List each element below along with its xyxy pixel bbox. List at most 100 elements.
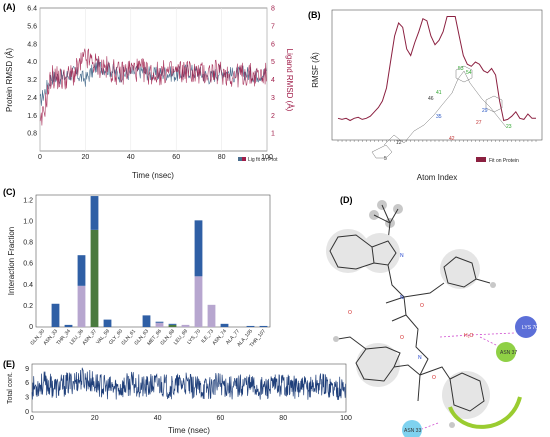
- panel-a-ytick-label: 3.2: [27, 77, 37, 84]
- panel-d-label: (D): [340, 195, 353, 205]
- panel-a-y2tick-label: 3: [271, 95, 275, 102]
- panel-e-line-contacts: [31, 367, 346, 401]
- svg-text:O: O: [432, 375, 436, 381]
- hbond-asn33: [421, 422, 439, 430]
- panel-e-ylabel: Total cont.: [7, 372, 14, 404]
- panel-a-line-ligand: [39, 48, 267, 126]
- panel-c-bar-met_66: [155, 321, 164, 323]
- panel-c-bar-asn_74: [220, 323, 229, 327]
- residue-lys70-label: LYS 70: [522, 325, 538, 331]
- panel-a-y2tick-label: 1: [271, 131, 275, 138]
- svg-text:53: 53: [458, 66, 464, 72]
- panel-e-series: [31, 367, 346, 401]
- panel-a-ytick-label: 5.6: [27, 23, 37, 30]
- panel-b-ticks: [337, 140, 537, 142]
- panel-b-ylabel: RMSF (Å): [311, 52, 320, 88]
- residue-asn33: [402, 420, 422, 437]
- svg-text:O: O: [400, 335, 404, 341]
- panel-a-xtick-label: 60: [172, 154, 180, 161]
- panel-a-ytick-label: 1.6: [27, 113, 37, 120]
- panel-e-ytick-label: 0: [25, 409, 29, 416]
- panel-a-ytick-label: 0.8: [27, 131, 37, 138]
- panel-b-chart: (B) 53 54 41 46 35 29 27 23 42 12 5 RMSF…: [308, 9, 543, 182]
- panel-e-xtick-label: 60: [217, 415, 225, 422]
- panel-a-chart: (A) 0 20 40 60 80 100 0.8 1.6 2.4 3.2 4.0 4.8 5.6 6.4…: [3, 2, 294, 180]
- svg-text:46: 46: [428, 96, 434, 102]
- panel-e-ticks: 0 20 40 60 80 100 0 3 6 9: [25, 366, 352, 422]
- panel-c-bars: [51, 196, 268, 327]
- svg-text:N: N: [400, 295, 404, 301]
- panel-c-bar-leu_36: [77, 285, 86, 327]
- panel-c-bar-ile_73: [207, 304, 216, 327]
- panel-e-xtick-label: 100: [340, 415, 352, 422]
- panel-a-legend-text: Lig fit on Prot: [248, 157, 278, 163]
- panel-e-xtick-label: 80: [279, 415, 287, 422]
- svg-text:N: N: [418, 355, 422, 361]
- residue-asn37: [496, 342, 516, 362]
- panel-a-ytick-label: 6.4: [27, 6, 37, 13]
- panel-b-xlabel: Atom Index: [417, 173, 457, 182]
- panel-a-legend-swatch-protein: [238, 157, 242, 161]
- panel-c-bar-thr_34: [64, 324, 73, 327]
- panel-c-bar-leu_69: [181, 324, 190, 327]
- panel-a-gridlines: [39, 8, 268, 151]
- svg-text:35: 35: [436, 114, 442, 120]
- panel-a-xtick-label: 100: [261, 154, 273, 161]
- panel-a-ylabel: Protein RMSD (Å): [5, 48, 14, 112]
- panel-c-ylabel: Interaction Fraction: [7, 227, 16, 295]
- panel-e-xtick-label: 40: [154, 415, 162, 422]
- svg-text:5: 5: [384, 156, 387, 162]
- hbond-lys70: [439, 332, 515, 338]
- svg-text:O: O: [420, 303, 424, 309]
- panel-e-xtick-label: 20: [91, 415, 99, 422]
- panel-a-xtick-label: 20: [82, 154, 90, 161]
- svg-text:41: 41: [436, 90, 442, 96]
- ligand-structure: [326, 200, 496, 428]
- svg-text:29: 29: [482, 108, 488, 114]
- panel-b-molecule-sketch: 53 54 41 46 35 29 27 23 42 12 5: [371, 65, 512, 162]
- panel-b-legend-swatch: [476, 157, 486, 162]
- panel-b-plot-area: [331, 9, 543, 141]
- panel-c-category-label: LYS_70: [186, 328, 202, 345]
- panel-c-bar-gln_68: [168, 323, 177, 325]
- hbond-asn37: [479, 336, 501, 348]
- panel-a-series: [39, 48, 267, 126]
- water-label: H₂O: [464, 333, 474, 339]
- panel-a-xtick-label: 40: [127, 154, 135, 161]
- panel-b-series: [337, 16, 536, 122]
- panel-c-bar-asn_33: [51, 303, 60, 327]
- panel-c-chart: (C) GLN_30ASN_33THR_34LEU_36ASN_37VAL_59…: [3, 187, 271, 349]
- panel-c-category-label: ASN_37: [81, 328, 98, 346]
- panel-c-ytick-label: 0.2: [23, 303, 33, 310]
- panel-c-bar-leu_36: [77, 255, 86, 286]
- residue-asn33-label: ASN 33: [404, 428, 421, 434]
- svg-text:O: O: [348, 310, 352, 316]
- svg-text:12: 12: [396, 140, 402, 146]
- panel-e-ytick-label: 6: [25, 380, 29, 387]
- panel-a-y2tick-label: 5: [271, 59, 275, 66]
- panel-a-plot-area: [39, 7, 268, 152]
- svg-text:23: 23: [506, 124, 512, 130]
- panel-e-label: (E): [3, 359, 15, 369]
- panel-d-diagram: (D) N N N O: [326, 195, 538, 437]
- svg-text:27: 27: [476, 120, 482, 126]
- panel-c-ytick-label: 1.0: [23, 218, 33, 225]
- panel-c-bar-lys_70: [194, 276, 203, 327]
- pocket-contour: [448, 396, 522, 429]
- panel-a-xtick-label: 0: [38, 154, 42, 161]
- panel-a-xtick-label: 80: [218, 154, 226, 161]
- panel-c-ytick-label: 0.6: [23, 261, 33, 268]
- residue-lys70: [515, 316, 537, 338]
- panel-a-ytick-label: 2.4: [27, 95, 37, 102]
- panel-c-label: (C): [3, 187, 16, 197]
- panel-a-y2tick-label: 7: [271, 23, 275, 30]
- panel-a-xlabel: Time (nsec): [132, 171, 174, 180]
- panel-c-bar-asn_37: [90, 229, 99, 327]
- panel-a-label: (A): [3, 2, 16, 12]
- panel-c-ytick-label: 0.8: [23, 240, 33, 247]
- panel-a-y2tick-label: 2: [271, 113, 275, 120]
- panel-c-bar-thr_107: [259, 325, 268, 327]
- panel-b-label: (B): [308, 10, 321, 20]
- panel-c-bar-ala_105: [246, 325, 255, 327]
- panel-a-y2tick-label: 8: [271, 6, 275, 13]
